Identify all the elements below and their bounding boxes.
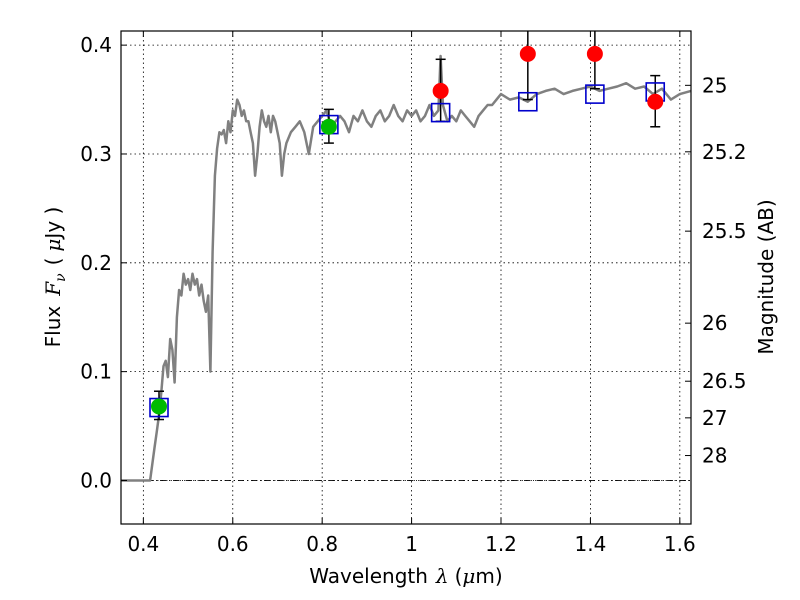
x-tick-label: 1.6: [664, 532, 696, 556]
observed-point-red: [519, 45, 536, 62]
x-axis-ticks: 0.4 0.6 0.8 1 1.2 1.4 1.6: [127, 31, 696, 556]
y-tick-label: 0.2: [80, 251, 112, 275]
y-tick-label: 0.0: [80, 468, 112, 492]
magnitude-tick-label: 27: [702, 406, 727, 430]
observed-point-green: [151, 398, 167, 415]
observed-points: [151, 45, 664, 415]
y-tick-label: 0.4: [80, 33, 112, 57]
observed-point-red: [432, 82, 449, 99]
model-spectrum-layer: [121, 54, 692, 482]
magnitude-tick-label: 26.5: [702, 369, 747, 393]
observed-point-red: [647, 93, 664, 110]
x-tick-label: 1.2: [485, 532, 517, 556]
magnitude-tick-label: 25.2: [702, 140, 747, 164]
x-tick-label: 0.6: [217, 532, 249, 556]
x-tick-label: 0.4: [127, 532, 159, 556]
y-axis-ticks: 0.0 0.1 0.2 0.3 0.4: [80, 33, 127, 492]
plot-frame: [120, 30, 692, 525]
y-tick-label: 0.3: [80, 142, 112, 166]
observed-point-green: [320, 118, 337, 135]
model-photometry-box: [430, 102, 451, 123]
model-photometry-box: [518, 91, 538, 112]
magnitude-tick-label: 25: [702, 73, 727, 97]
magnitude-axis-ticks: 25 25.2 25.5 26 26.5 27 28: [685, 73, 747, 468]
x-tick-label: 0.8: [306, 532, 338, 556]
observed-point-red: [586, 45, 603, 62]
magnitude-axis-label: Magnitude (AB): [754, 199, 778, 354]
x-axis-label: Wavelength λ (μm): [309, 564, 502, 588]
x-tick-label: 1: [405, 532, 418, 556]
model-photometry-box: [585, 84, 605, 104]
x-tick-label: 1.4: [575, 532, 607, 556]
y-tick-label: 0.1: [80, 360, 112, 384]
grid-lines: [121, 31, 691, 524]
y-axis-label: FluxFν(μJy ): [41, 207, 69, 348]
magnitude-tick-label: 25.5: [702, 219, 747, 243]
magnitude-tick-label: 28: [702, 444, 727, 468]
model-spectrum-line: [121, 54, 692, 482]
magnitude-tick-label: 26: [702, 311, 727, 335]
